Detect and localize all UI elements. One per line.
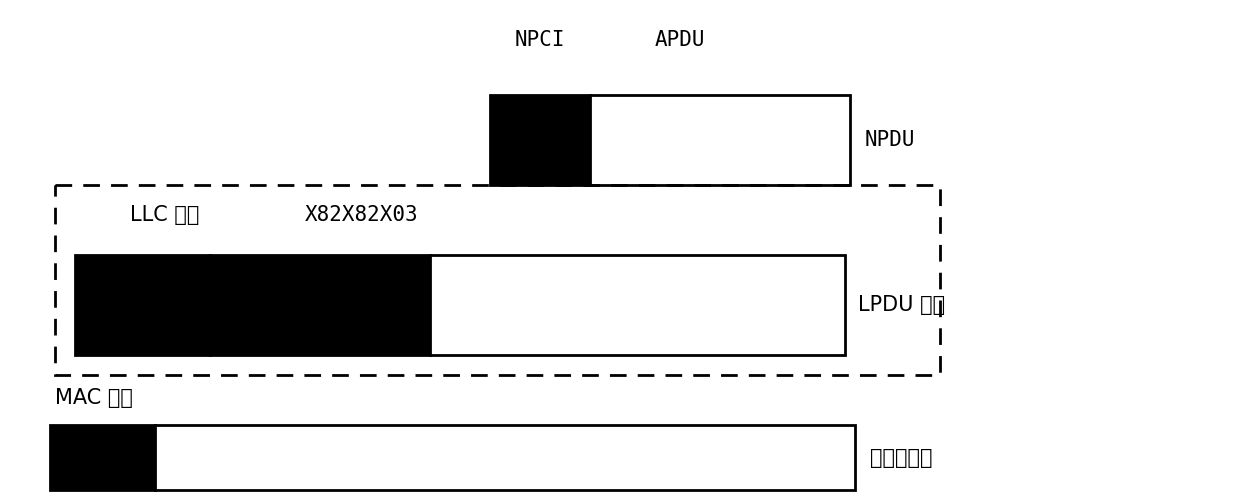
Bar bbox=[430, 255, 844, 355]
Text: APDU: APDU bbox=[655, 30, 706, 50]
Bar bbox=[50, 425, 155, 490]
Bar bbox=[590, 95, 849, 185]
Text: X82X82X03: X82X82X03 bbox=[305, 205, 419, 225]
Text: LPDU 报文: LPDU 报文 bbox=[858, 295, 945, 315]
Bar bbox=[74, 255, 210, 355]
Text: LLC 长度: LLC 长度 bbox=[130, 205, 200, 225]
Bar bbox=[490, 95, 590, 185]
Text: 物理层报文: 物理层报文 bbox=[870, 448, 932, 468]
Bar bbox=[55, 185, 940, 375]
Text: NPCI: NPCI bbox=[515, 30, 565, 50]
Bar bbox=[210, 255, 430, 355]
Text: MAC 地址: MAC 地址 bbox=[55, 388, 133, 408]
Text: NPDU: NPDU bbox=[866, 130, 915, 150]
Bar bbox=[155, 425, 856, 490]
